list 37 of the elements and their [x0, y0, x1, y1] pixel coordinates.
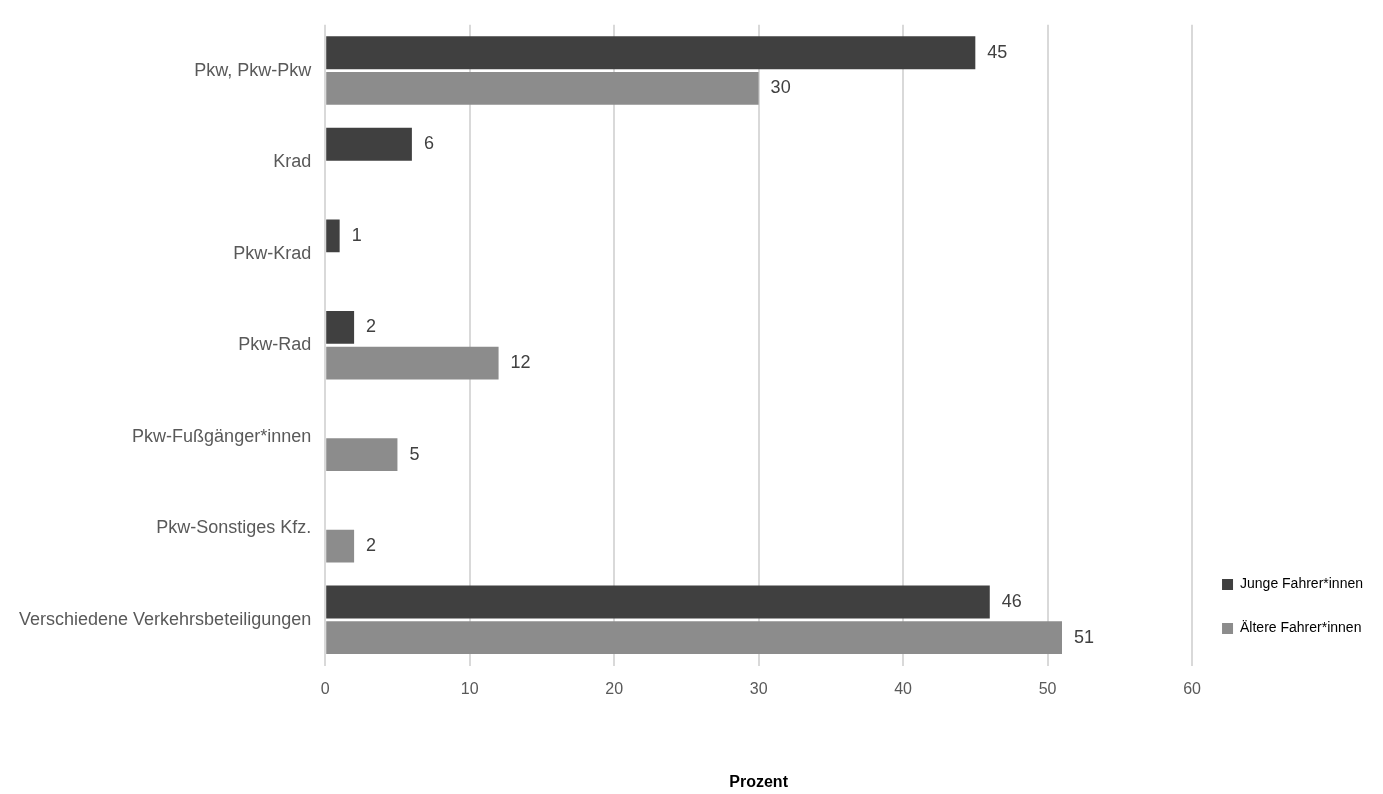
data-label: 1 [351, 224, 362, 245]
legend-label: Junge Fahrer*innen [1240, 575, 1364, 592]
bar [326, 219, 340, 253]
x-tick-label: 60 [1183, 679, 1202, 697]
y-tick-label: Pkw-Krad [233, 242, 312, 263]
y-tick-label: Pkw-Fußgänger*innen [132, 425, 312, 446]
data-label: 5 [409, 443, 420, 464]
data-label: 30 [770, 77, 791, 98]
data-label: 45 [987, 41, 1008, 62]
bar [326, 127, 412, 161]
y-tick-label: Pkw, Pkw-Pkw [194, 59, 313, 80]
x-tick-label: 30 [749, 679, 768, 697]
x-tick-label: 40 [894, 679, 913, 697]
data-label: 2 [366, 535, 377, 556]
x-tick-label: 50 [1038, 679, 1057, 697]
legend-label: Ältere Fahrer*innen [1240, 619, 1362, 636]
y-tick-label: Verschiedene Verkehrsbeteiligungen [18, 608, 312, 629]
data-label: 51 [1074, 626, 1095, 647]
data-label: 12 [510, 352, 531, 373]
y-tick-label: Krad [273, 151, 312, 172]
bar [326, 346, 499, 380]
bar [326, 36, 976, 70]
bar [326, 310, 355, 344]
data-label: 6 [423, 133, 434, 154]
bar [326, 438, 398, 472]
x-tick-label: 10 [460, 679, 479, 697]
bar [326, 621, 1063, 655]
x-tick-label: 0 [320, 679, 330, 697]
x-axis-title: Prozent [729, 772, 789, 790]
bar [326, 529, 355, 563]
data-label: 46 [1001, 590, 1022, 611]
y-tick-label: Pkw-Sonstiges Kfz. [156, 517, 312, 538]
bar [326, 585, 990, 619]
y-tick-label: Pkw-Rad [238, 334, 312, 355]
bar [326, 72, 759, 105]
x-tick-label: 20 [605, 679, 624, 697]
data-label: 2 [366, 316, 377, 337]
